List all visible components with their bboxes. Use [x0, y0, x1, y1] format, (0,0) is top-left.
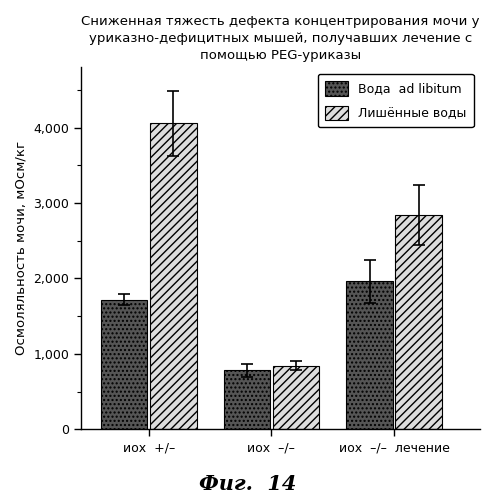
Bar — [224, 370, 270, 429]
Bar — [273, 366, 319, 429]
Y-axis label: Осмоляльность мочи, мОсм/кг: Осмоляльность мочи, мОсм/кг — [15, 141, 28, 355]
Bar — [396, 215, 442, 429]
Legend: Вода  ad libitum, Лишённые воды: Вода ad libitum, Лишённые воды — [318, 73, 474, 127]
Bar — [150, 123, 197, 429]
Bar — [101, 299, 148, 429]
Text: Фиг.  14: Фиг. 14 — [199, 474, 296, 494]
Title: Сниженная тяжесть дефекта концентрирования мочи у
уриказно-дефицитных мышей, пол: Сниженная тяжесть дефекта концентрирован… — [81, 15, 480, 62]
Bar — [346, 281, 393, 429]
